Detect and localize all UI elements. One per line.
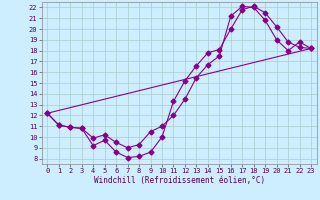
X-axis label: Windchill (Refroidissement éolien,°C): Windchill (Refroidissement éolien,°C) <box>94 176 265 185</box>
